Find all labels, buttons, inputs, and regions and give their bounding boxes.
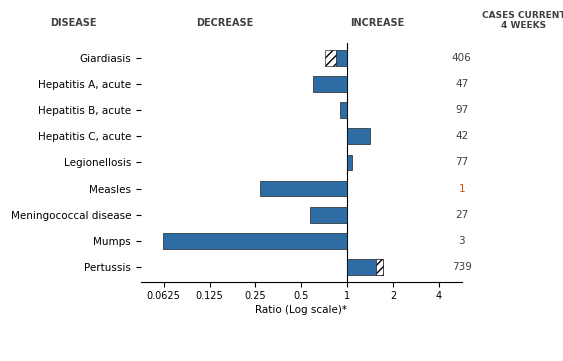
Bar xyxy=(310,207,347,223)
Bar xyxy=(313,76,347,92)
Bar xyxy=(325,50,336,66)
Bar xyxy=(347,259,383,275)
Text: CASES CURRENT
4 WEEKS: CASES CURRENT 4 WEEKS xyxy=(482,11,563,30)
Text: 47: 47 xyxy=(455,79,468,89)
Bar xyxy=(336,50,347,66)
Text: 77: 77 xyxy=(455,157,468,168)
Bar xyxy=(376,259,383,275)
Text: 42: 42 xyxy=(455,131,468,141)
Text: INCREASE: INCREASE xyxy=(350,18,404,28)
Text: DECREASE: DECREASE xyxy=(196,18,254,28)
X-axis label: Ratio (Log scale)*: Ratio (Log scale)* xyxy=(255,305,347,316)
Text: DISEASE: DISEASE xyxy=(50,18,96,28)
Bar xyxy=(347,129,370,144)
Text: 3: 3 xyxy=(458,236,465,246)
Text: 406: 406 xyxy=(452,53,472,63)
Text: 739: 739 xyxy=(452,262,472,272)
Bar xyxy=(261,181,347,196)
Bar xyxy=(340,102,347,118)
Bar xyxy=(163,233,347,249)
Text: 1: 1 xyxy=(458,184,465,193)
Text: 97: 97 xyxy=(455,105,468,115)
Bar xyxy=(347,155,351,170)
Text: 27: 27 xyxy=(455,210,468,220)
